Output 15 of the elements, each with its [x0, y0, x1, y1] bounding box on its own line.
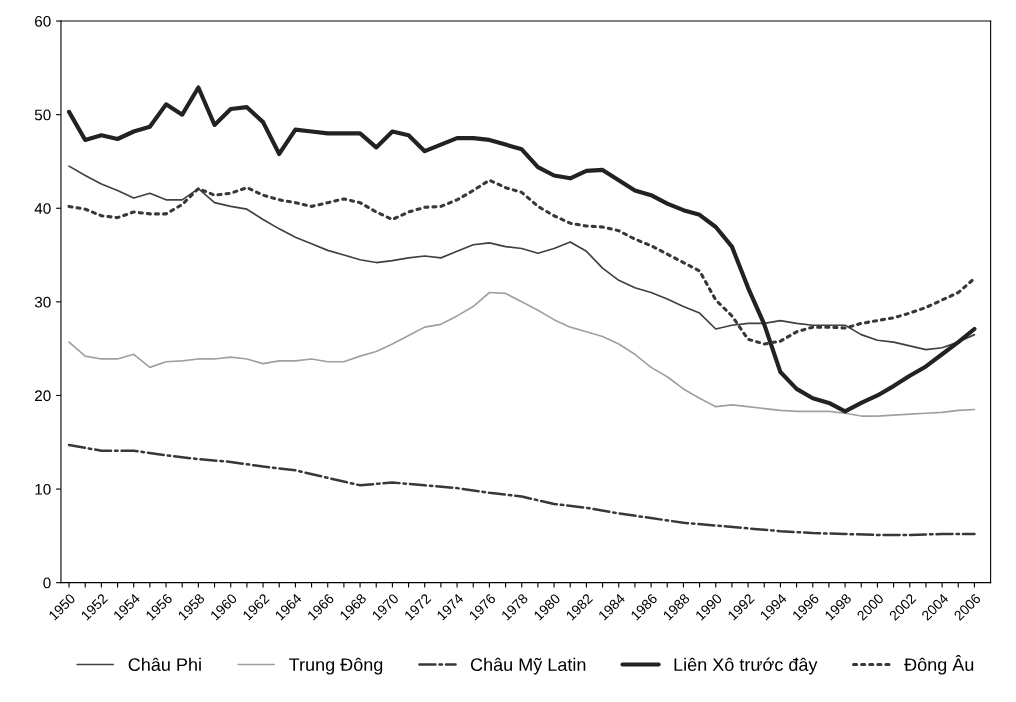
- legend-label: Đông Âu: [904, 655, 974, 675]
- line-series: [68, 291, 976, 417]
- legend-label: Liên Xô trước đây: [674, 657, 818, 675]
- y-tick-label: 30: [34, 296, 51, 308]
- legend-label: Trung Đông: [289, 657, 383, 675]
- y-tick-label: 10: [35, 483, 51, 495]
- y-tick-label: 0: [43, 577, 51, 589]
- legend-label: Châu Mỹ Latin: [470, 657, 586, 675]
- y-tick-label: 40: [34, 203, 51, 214]
- line-series: [67, 443, 976, 537]
- legend-label: Châu Phi: [128, 657, 201, 672]
- line-series: [66, 85, 977, 414]
- y-tick-label: 20: [35, 390, 51, 402]
- y-tick-label: 60: [35, 15, 51, 27]
- y-tick-label: 50: [34, 109, 51, 121]
